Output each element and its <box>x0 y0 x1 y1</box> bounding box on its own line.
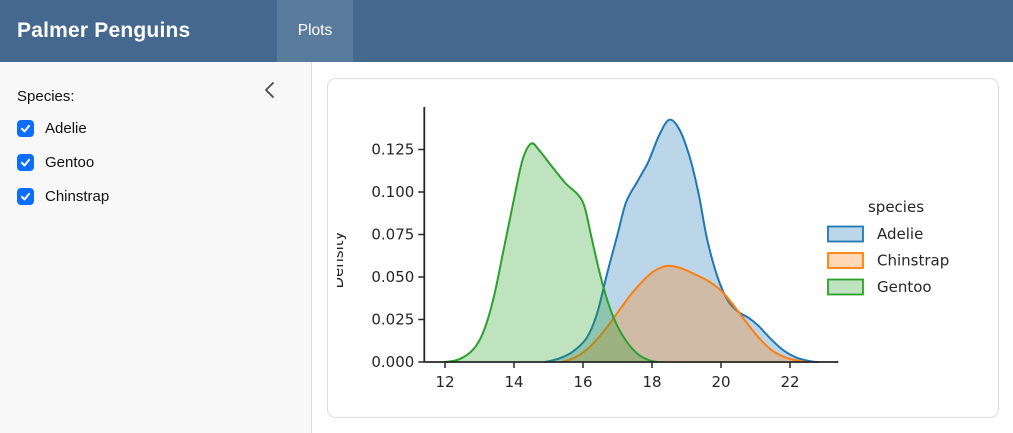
svg-text:Adelie: Adelie <box>877 225 923 243</box>
svg-text:species: species <box>868 198 924 216</box>
navbar: Palmer Penguins Plots <box>0 0 1013 62</box>
species-filter-label: Species: <box>17 88 75 105</box>
kde-curve-adelie <box>544 118 819 363</box>
checkbox-row-gentoo: Gentoo <box>17 154 295 171</box>
checkbox-gentoo[interactable] <box>17 154 34 171</box>
checkbox-label-adelie[interactable]: Adelie <box>45 120 87 137</box>
svg-text:0.025: 0.025 <box>371 311 414 329</box>
sidebar: Species: Adelie Gentoo Ch <box>0 62 312 433</box>
sidebar-collapse-button[interactable] <box>259 80 281 102</box>
checkbox-adelie[interactable] <box>17 120 34 137</box>
svg-text:Chinstrap: Chinstrap <box>877 252 949 270</box>
svg-text:20: 20 <box>711 373 730 391</box>
y-axis: 0.000 0.025 0.050 0.075 0.100 0.125 <box>371 141 425 371</box>
svg-text:14: 14 <box>504 373 523 391</box>
svg-text:0.050: 0.050 <box>371 268 414 286</box>
svg-text:12: 12 <box>435 373 454 391</box>
main-panel: 12 14 16 18 20 22 0.000 0.025 0.050 0.075 0.100 0.1… <box>313 62 1013 433</box>
svg-text:Gentoo: Gentoo <box>877 278 932 296</box>
tab-plots[interactable]: Plots <box>277 0 353 62</box>
plot-card: 12 14 16 18 20 22 0.000 0.025 0.050 0.075 0.100 0.1… <box>327 78 999 418</box>
svg-text:0.075: 0.075 <box>371 226 414 244</box>
svg-text:18: 18 <box>642 373 661 391</box>
checkbox-row-adelie: Adelie <box>17 120 295 137</box>
chevron-left-icon <box>260 82 280 103</box>
checkbox-chinstrap[interactable] <box>17 188 34 205</box>
plot-legend: species Adelie Chinstrap Gentoo <box>827 198 949 296</box>
check-icon <box>20 124 31 133</box>
svg-text:0.125: 0.125 <box>371 141 414 159</box>
density-plot-svg: 12 14 16 18 20 22 0.000 0.025 0.050 0.075 0.100 0.1… <box>329 107 949 391</box>
checkbox-label-chinstrap[interactable]: Chinstrap <box>45 188 110 205</box>
svg-text:16: 16 <box>573 373 592 391</box>
check-icon <box>20 192 31 201</box>
kde-curve-gentoo <box>444 142 659 363</box>
density-plot: 12 14 16 18 20 22 0.000 0.025 0.050 0.075 0.100 0.1… <box>328 79 998 417</box>
svg-text:0.100: 0.100 <box>371 183 414 201</box>
svg-text:Density: Density <box>329 231 347 288</box>
x-axis: 12 14 16 18 20 22 <box>435 362 800 391</box>
check-icon <box>20 158 31 167</box>
app-title: Palmer Penguins <box>17 19 191 42</box>
svg-text:22: 22 <box>780 373 799 391</box>
checkbox-row-chinstrap: Chinstrap <box>17 188 295 205</box>
checkbox-label-gentoo[interactable]: Gentoo <box>45 154 95 171</box>
svg-text:0.000: 0.000 <box>371 353 414 371</box>
y-axis-label: Density <box>329 231 347 288</box>
